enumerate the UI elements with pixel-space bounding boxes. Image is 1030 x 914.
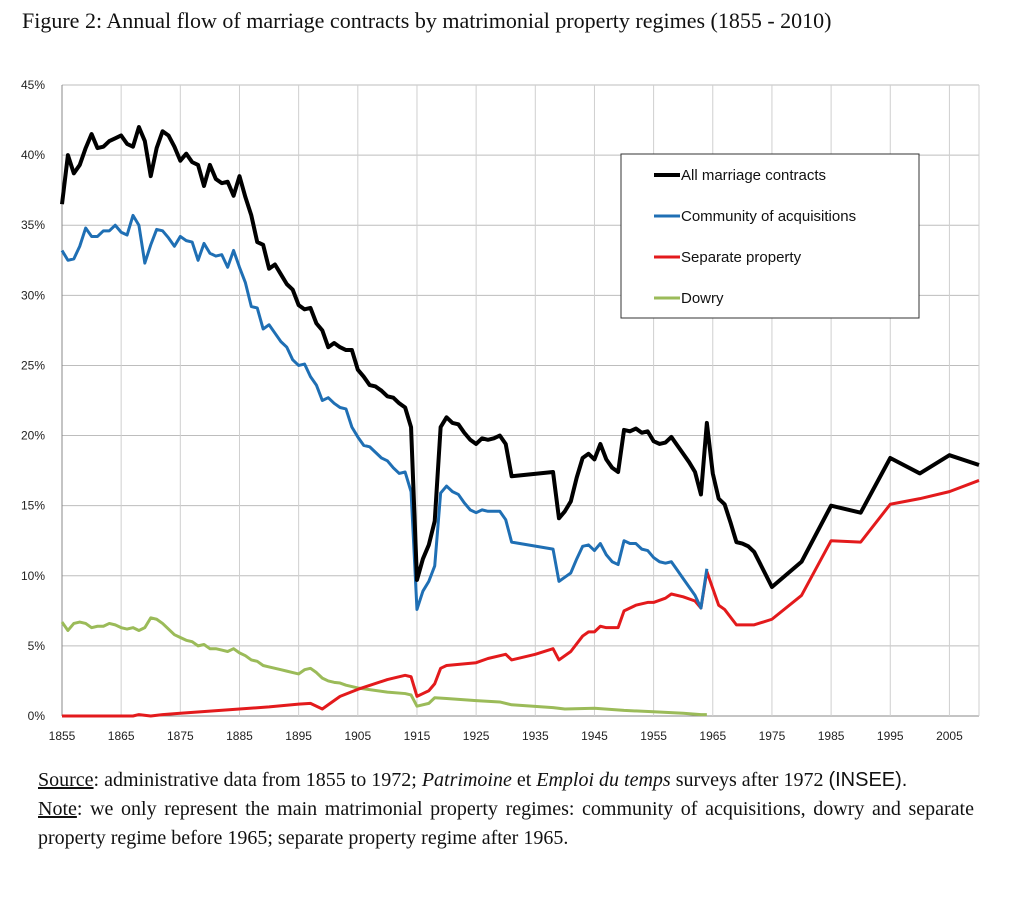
note-label: Note <box>38 798 77 820</box>
x-tick-label: 1875 <box>167 729 194 743</box>
legend-label: Community of acquisitions <box>681 208 856 225</box>
x-tick-label: 1935 <box>522 729 549 743</box>
x-tick-label: 1985 <box>818 729 845 743</box>
source-text: : administrative data from 1855 to 1972; <box>93 769 422 791</box>
x-axis-ticks: 1855 1865 1875 1885 1895 1905 1915 1925 1935 1945… <box>49 729 963 743</box>
source-survey-2: Emploi du temps <box>536 769 671 791</box>
x-tick-label: 1885 <box>226 729 253 743</box>
y-tick-label: 45% <box>21 78 45 92</box>
x-tick-label: 1915 <box>404 729 431 743</box>
legend-label: Separate property <box>681 249 802 266</box>
x-tick-label: 1865 <box>108 729 135 743</box>
figure-title: Figure 2: Annual flow of marriage contra… <box>22 8 832 33</box>
legend: All marriage contracts Community of acqui… <box>620 153 920 319</box>
source-survey-1: Patrimoine <box>421 769 512 791</box>
series-lines <box>60 125 980 718</box>
source-text: et <box>511 769 537 791</box>
x-tick-label: 2005 <box>936 729 963 743</box>
y-tick-label: 5% <box>28 639 46 653</box>
x-tick-label: 1895 <box>285 729 312 743</box>
y-tick-label: 10% <box>21 569 45 583</box>
x-tick-label: 1995 <box>877 729 904 743</box>
y-tick-label: 25% <box>21 358 45 372</box>
y-tick-label: 40% <box>21 148 45 162</box>
line-chart: 0% 5% 10% 15% 20% 25% 30% 35% 40% 45% 1855 1865 187… <box>21 78 980 743</box>
x-tick-label: 1955 <box>640 729 667 743</box>
y-tick-label: 0% <box>28 709 46 723</box>
legend-label: Dowry <box>681 290 724 307</box>
x-tick-label: 1945 <box>581 729 608 743</box>
series-line-all-marriage-contracts <box>60 125 980 589</box>
series-line-separate-property <box>62 479 980 718</box>
note-text: : we only represent the main matrimonial… <box>38 798 974 849</box>
y-tick-label: 20% <box>21 429 45 443</box>
x-tick-label: 1905 <box>344 729 371 743</box>
y-tick-label: 35% <box>21 218 45 232</box>
x-tick-label: 1855 <box>49 729 76 743</box>
y-axis-ticks: 0% 5% 10% 15% 20% 25% 30% 35% 40% 45% <box>21 78 45 723</box>
source-insee: (INSEE). <box>828 769 908 791</box>
legend-box <box>620 153 920 319</box>
source-label: Source <box>38 769 94 791</box>
source-text: surveys after 1972 <box>670 769 829 791</box>
series-line-dowry <box>60 616 707 717</box>
x-tick-label: 1975 <box>759 729 786 743</box>
legend-label: All marriage contracts <box>681 167 826 184</box>
grid <box>61 84 980 717</box>
y-tick-label: 15% <box>21 499 45 513</box>
y-tick-label: 30% <box>21 288 45 302</box>
figure-notes: Source: administrative data from 1855 to… <box>38 766 974 853</box>
x-tick-label: 1965 <box>699 729 726 743</box>
series-line-community-of-acquisitions <box>60 213 709 611</box>
x-tick-label: 1925 <box>463 729 490 743</box>
